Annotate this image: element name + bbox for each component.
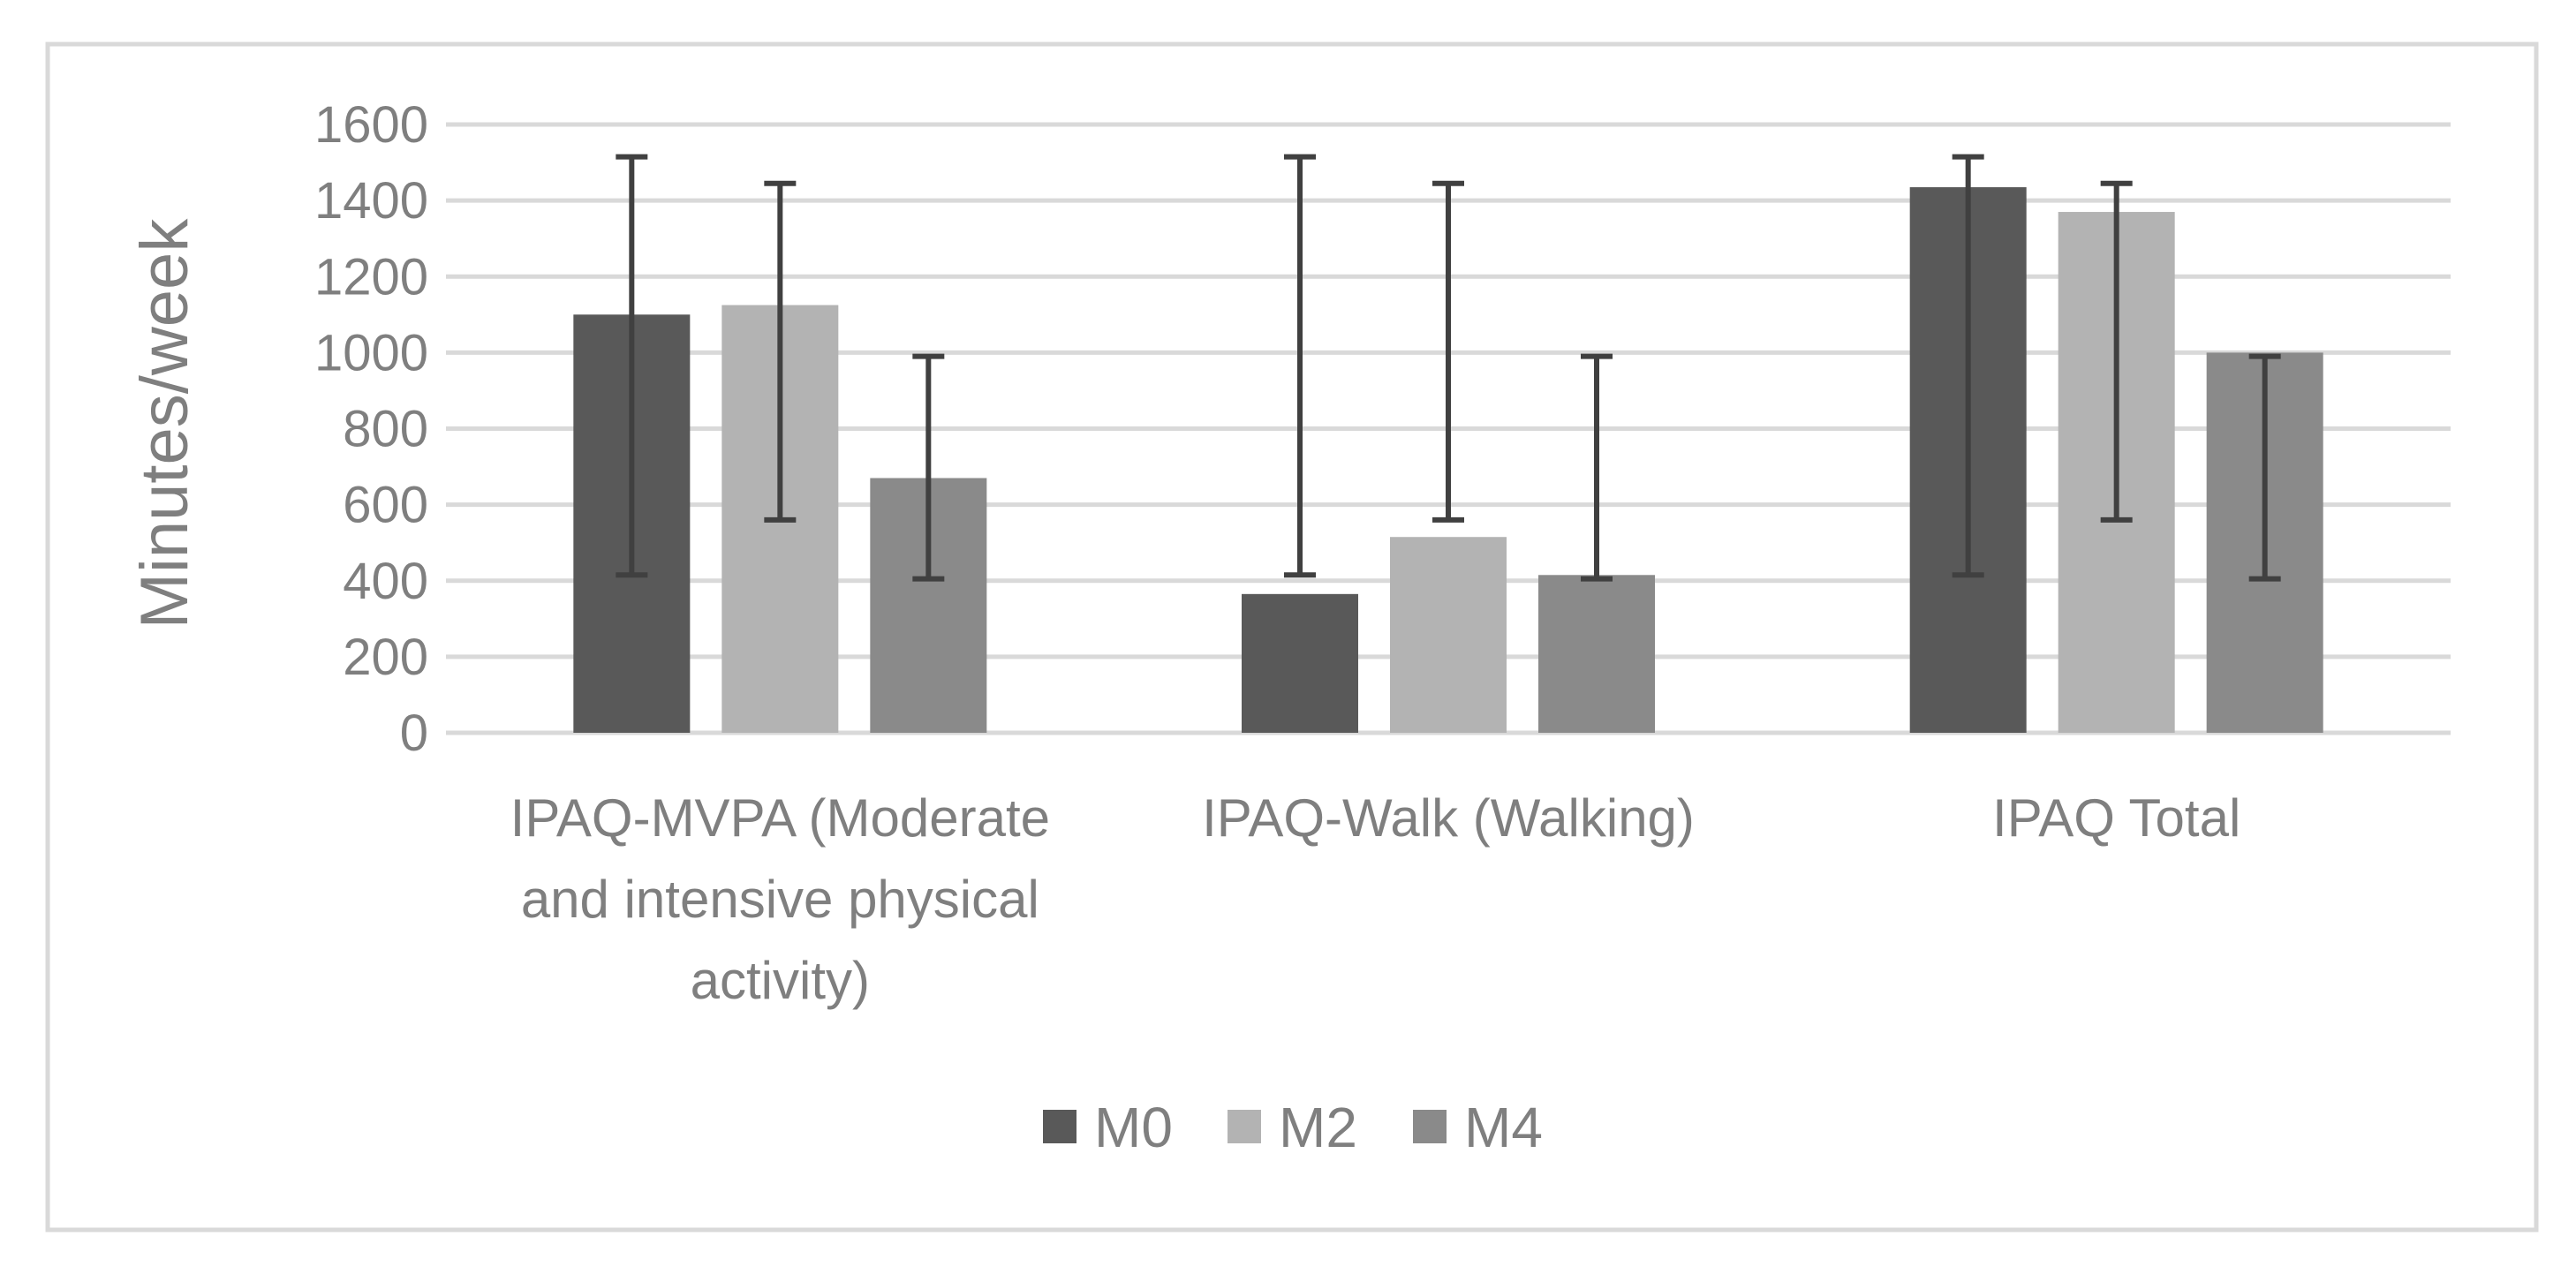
- y-tick-label: 600: [343, 477, 428, 534]
- x-axis-category-labels: IPAQ-MVPA (Moderate and intensive physica…: [510, 788, 2241, 1010]
- x-category-label: IPAQ-MVPA (Moderate and intensive physica…: [510, 788, 1050, 1010]
- legend-label-m4: M4: [1464, 1096, 1543, 1159]
- error-bars: [616, 154, 2281, 582]
- y-tick-label: 1400: [314, 172, 428, 230]
- x-category-label: IPAQ-Walk (Walking): [1202, 788, 1695, 848]
- y-axis-label: Minutes/week: [127, 218, 202, 629]
- x-category-label-line: IPAQ-MVPA (Moderate: [510, 788, 1050, 848]
- legend-label-m0: M0: [1094, 1096, 1173, 1159]
- y-tick-label: 0: [400, 705, 428, 762]
- legend-swatch-m2: [1228, 1110, 1261, 1143]
- y-tick-label: 1600: [314, 96, 428, 154]
- x-category-label: IPAQ Total: [1992, 788, 2240, 848]
- x-category-label-line: IPAQ-Walk (Walking): [1202, 788, 1695, 848]
- legend: M0 M2 M4: [1043, 1096, 1543, 1159]
- y-tick-label: 200: [343, 629, 428, 686]
- bar-m4-1: [1538, 575, 1655, 733]
- x-category-label-line: activity): [691, 951, 870, 1010]
- bar-m2-1: [1390, 537, 1507, 733]
- legend-label-m2: M2: [1279, 1096, 1357, 1159]
- y-tick-label: 800: [343, 401, 428, 458]
- legend-swatch-m4: [1413, 1110, 1447, 1143]
- x-category-label-line: IPAQ Total: [1992, 788, 2240, 848]
- y-axis-tick-labels: 0 200 400 600 800 1000 1200 1400 1600: [314, 96, 428, 762]
- y-tick-label: 400: [343, 553, 428, 610]
- y-tick-label: 1000: [314, 324, 428, 381]
- y-tick-label: 1200: [314, 248, 428, 305]
- bar-m0-1: [1242, 593, 1358, 733]
- legend-swatch-m0: [1043, 1110, 1076, 1143]
- x-category-label-line: and intensive physical: [521, 870, 1039, 929]
